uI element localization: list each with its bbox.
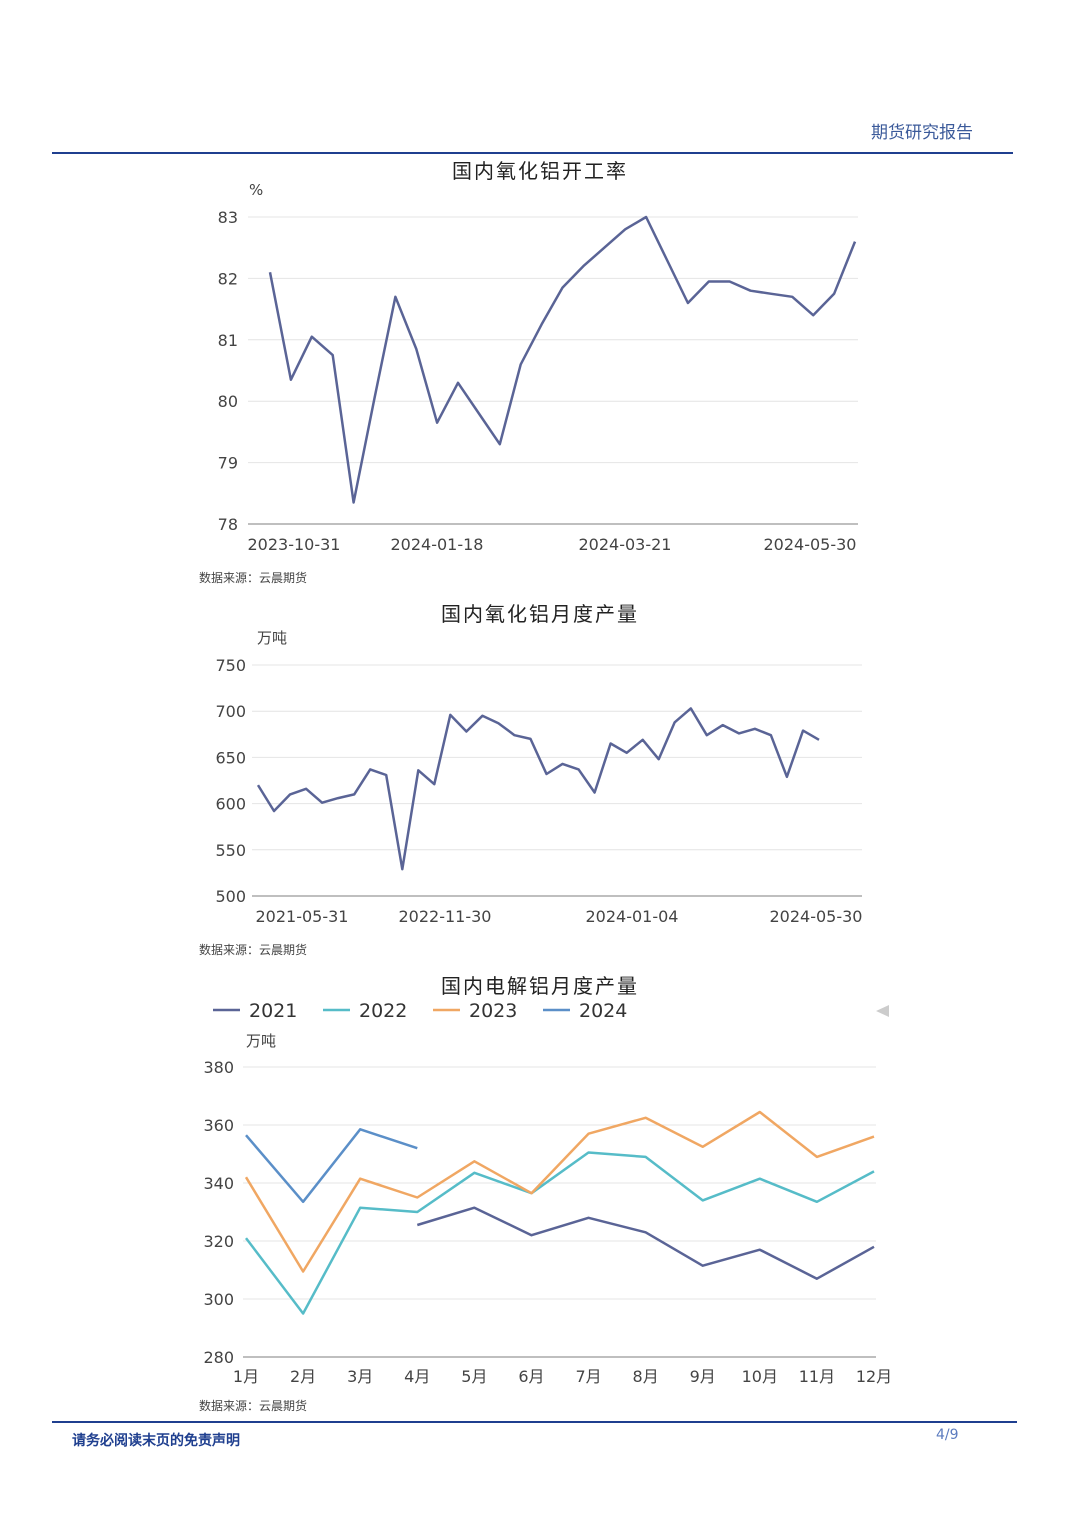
chart1-title: 国内氧化铝开工率	[452, 159, 628, 183]
chart3-x-tick-label: 1月	[233, 1367, 259, 1386]
chart3-x-tick-label: 2月	[290, 1367, 316, 1386]
legend-label-2022: 2022	[359, 1000, 407, 1022]
chart3-y-tick-label: 320	[203, 1232, 234, 1251]
chart3-y-tick-label: 380	[203, 1058, 234, 1077]
chart3-title: 国内电解铝月度产量	[441, 974, 639, 998]
chart1-x-tick-label: 2024-05-30	[764, 535, 857, 554]
left-arrow-icon	[876, 1005, 889, 1017]
header-rule	[52, 152, 1013, 154]
chart3-series-2022	[245, 1151, 875, 1315]
chart2-x-tick-label: 2024-01-04	[586, 907, 679, 926]
legend-label-2021: 2021	[249, 1000, 297, 1022]
chart3-x-tick-label: 4月	[404, 1367, 430, 1386]
chart3-x-tick-label: 12月	[856, 1367, 892, 1386]
chart3-y-unit: 万吨	[246, 1032, 276, 1050]
chart2-x-tick-label: 2022-11-30	[399, 907, 492, 926]
chart3-x-tick-label: 5月	[461, 1367, 487, 1386]
page-number: 4/9	[936, 1427, 959, 1443]
chart3-series-2023	[244, 1110, 875, 1273]
chart3-x-tick-label: 11月	[799, 1367, 835, 1386]
chart2-y-tick-label: 700	[215, 702, 246, 721]
chart1-x-tick-label: 2024-01-18	[391, 535, 484, 554]
chart1-y-unit: %	[249, 181, 263, 199]
chart2-y-tick-label: 550	[215, 841, 246, 860]
chart2-y-unit: 万吨	[257, 629, 287, 647]
chart2-y-tick-label: 650	[215, 748, 246, 767]
chart2-series-line	[256, 707, 820, 871]
chart1-y-tick-label: 80	[218, 392, 238, 411]
footer-disclaimer: 请务必阅读末页的免责声明	[72, 1433, 240, 1449]
chart3-x-tick-label: 6月	[518, 1367, 544, 1386]
chart3-y-tick-label: 360	[203, 1116, 234, 1135]
chart3-x-tick-label: 9月	[690, 1367, 716, 1386]
chart1-y-tick-label: 83	[218, 208, 238, 227]
chart3-y-tick-label: 300	[203, 1290, 234, 1309]
chart1-y-tick-label: 79	[218, 454, 238, 473]
chart3-source: 数据来源：云晨期货	[199, 1399, 308, 1413]
legend-label-2024: 2024	[579, 1000, 627, 1022]
chart1-y-tick-label: 82	[218, 269, 238, 288]
chart2-y-tick-label: 600	[215, 795, 246, 814]
chart2-y-tick-label: 500	[215, 887, 246, 906]
chart1-source: 数据来源：云晨期货	[199, 571, 308, 585]
chart2-y-tick-label: 750	[215, 656, 246, 675]
chart3-x-tick-label: 8月	[633, 1367, 659, 1386]
chart3-x-tick-label: 10月	[742, 1367, 778, 1386]
chart1-x-tick-label: 2024-03-21	[579, 535, 672, 554]
chart2-title: 国内氧化铝月度产量	[441, 602, 639, 626]
legend-label-2023: 2023	[469, 1000, 517, 1022]
chart2-x-tick-label: 2024-05-30	[770, 907, 863, 926]
chart1-series-line	[268, 215, 857, 504]
chart3-x-tick-label: 7月	[575, 1367, 601, 1386]
chart1-y-tick-label: 78	[218, 515, 238, 534]
footer-rule	[52, 1421, 1017, 1423]
chart1-x-tick-label: 2023-10-31	[248, 535, 341, 554]
chart1-y-tick-label: 81	[218, 331, 238, 350]
chart3-y-tick-label: 280	[203, 1348, 234, 1367]
chart3-y-tick-label: 340	[203, 1174, 234, 1193]
chart3-series-2024	[245, 1128, 418, 1204]
report-header-title: 期货研究报告	[871, 123, 973, 143]
chart2-x-tick-label: 2021-05-31	[256, 907, 349, 926]
chart2-source: 数据来源：云晨期货	[199, 943, 308, 957]
chart3-series-2021	[416, 1206, 875, 1280]
chart3-x-tick-label: 3月	[347, 1367, 373, 1386]
